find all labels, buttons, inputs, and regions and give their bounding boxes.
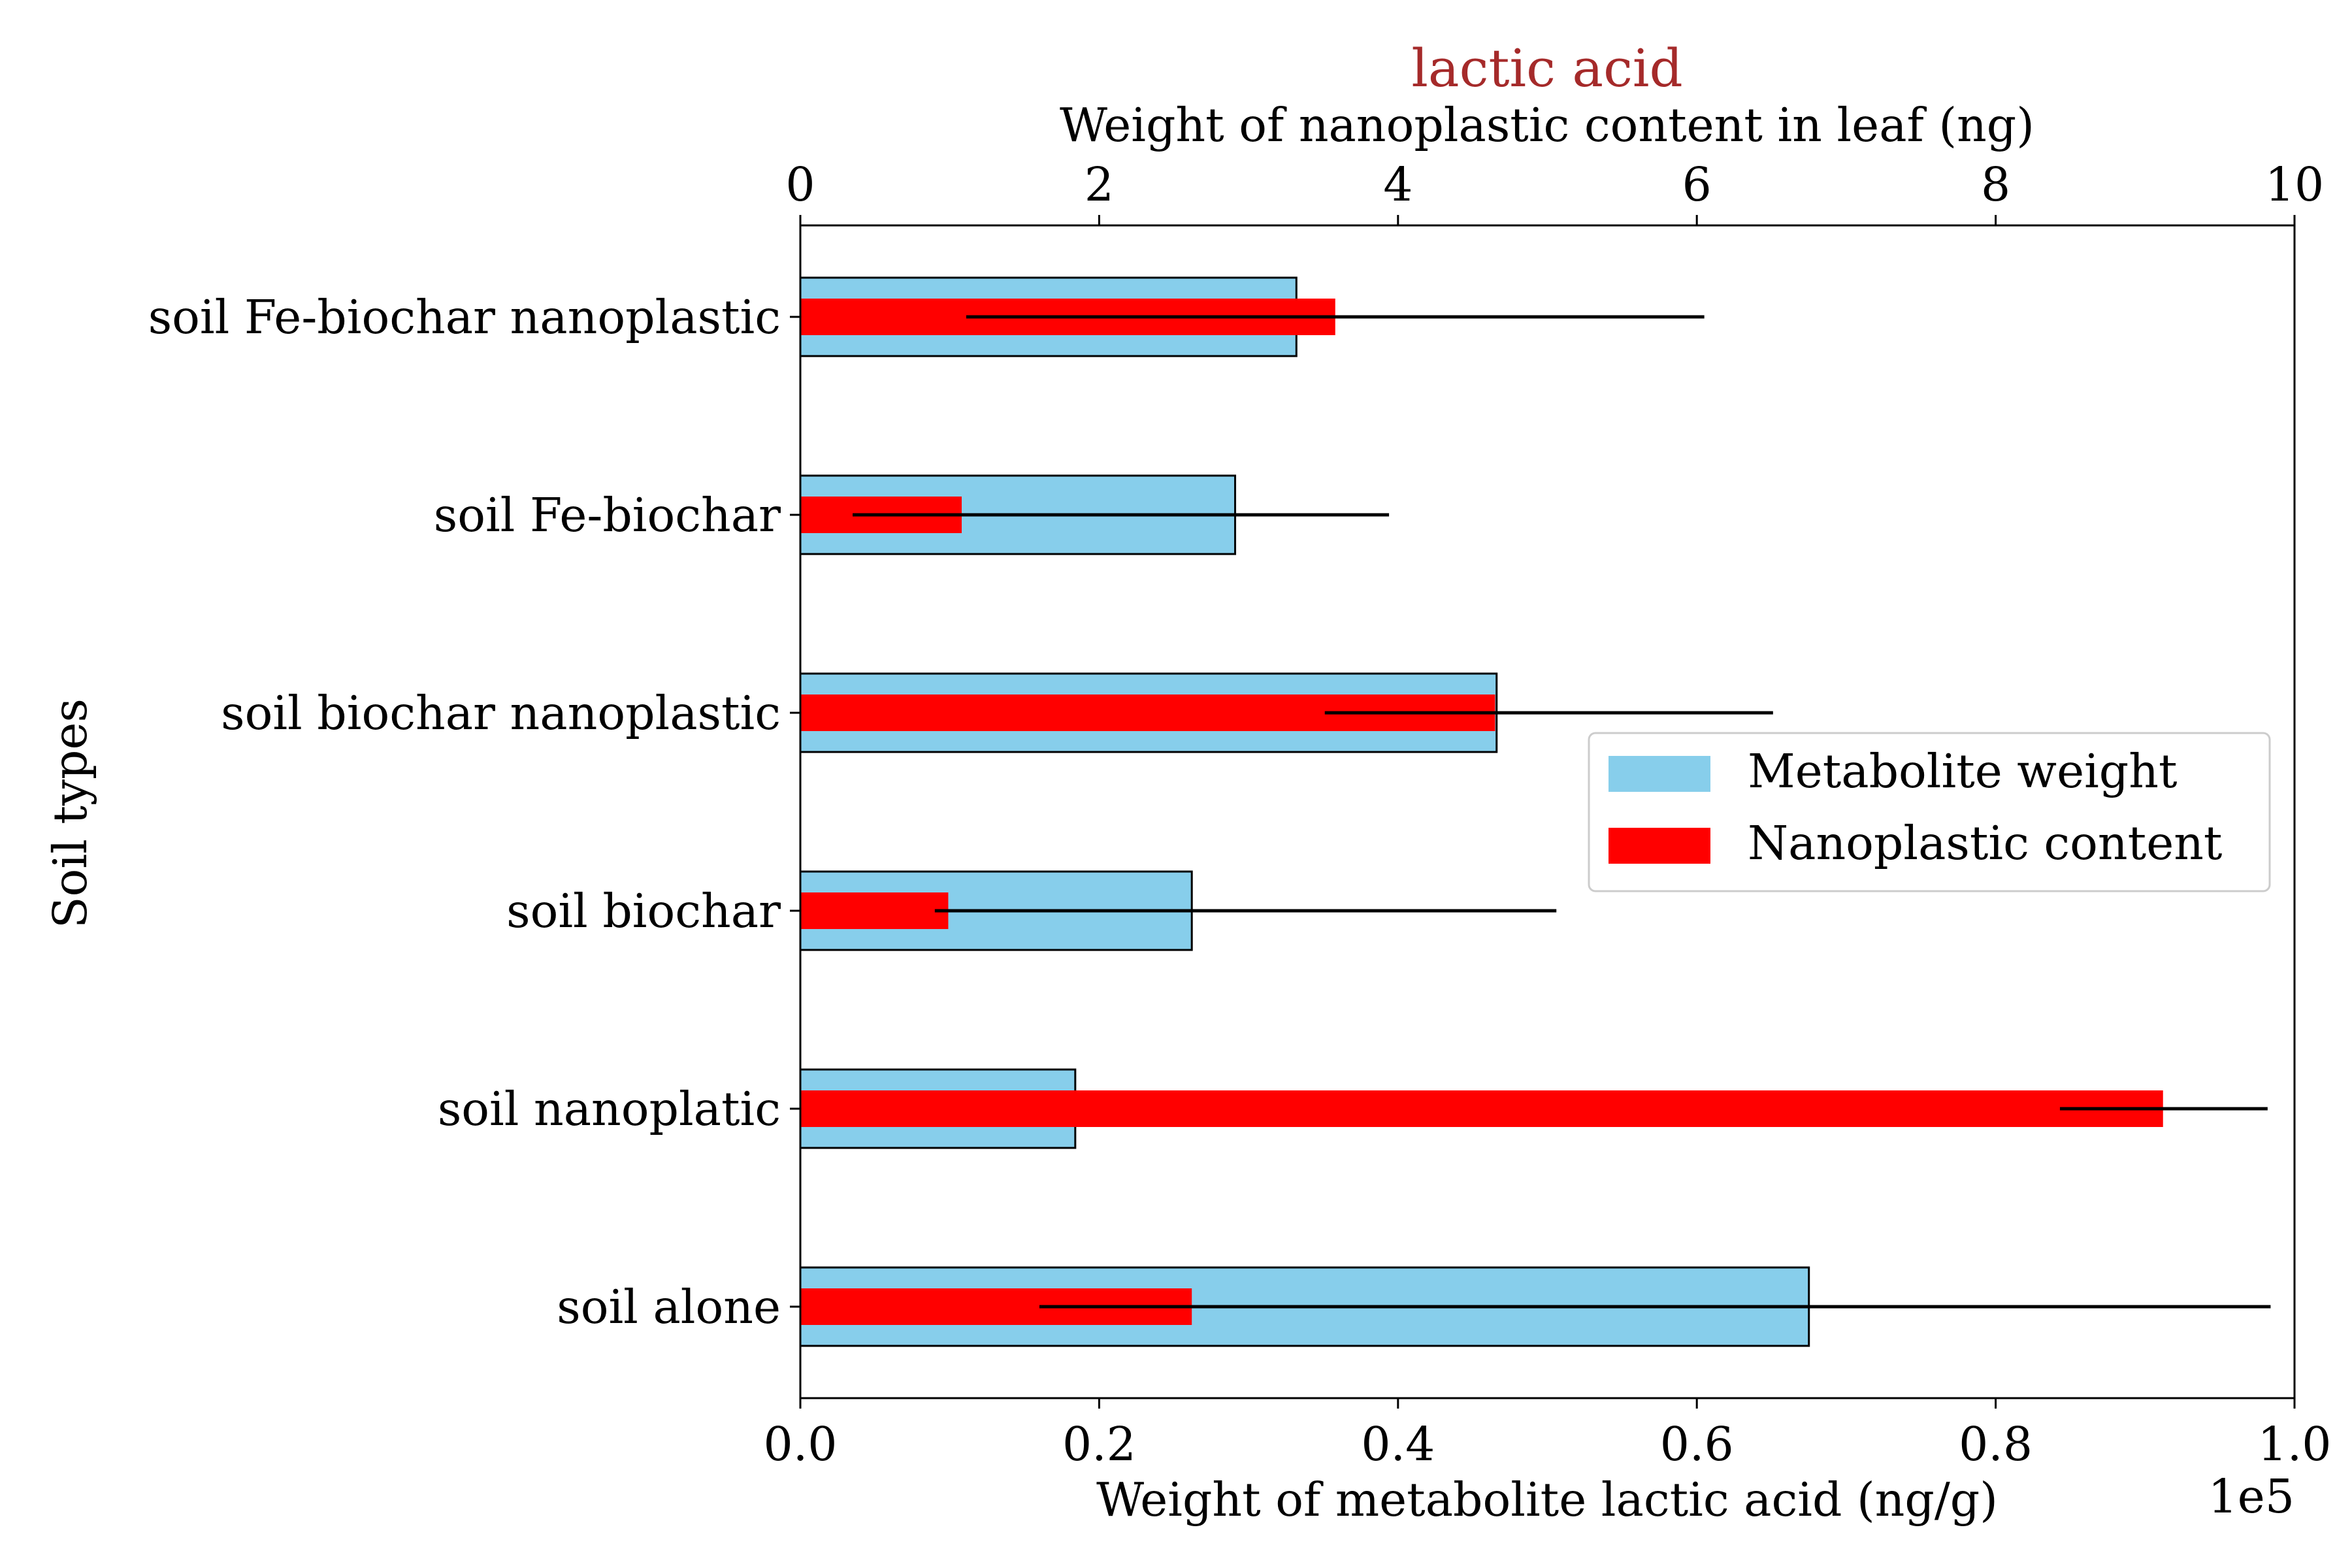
y-tick-label: soil alone (557, 1280, 781, 1334)
x-tick-label-bottom: 0.2 (1062, 1417, 1136, 1471)
x-tick-label-top: 8 (1981, 157, 2010, 212)
ticks-layer: soil Fe-biochar nanoplastic soil Fe-bioch… (148, 157, 2332, 1471)
legend-box (1588, 732, 2271, 892)
y-tick-label: soil biochar nanoplastic (221, 686, 781, 740)
chart-title: lactic acid (1411, 38, 1682, 99)
x-offset-label: 1e5 (2208, 1469, 2295, 1524)
x-tick-label-bottom: 0.8 (1959, 1417, 2033, 1471)
x-tick-label-bottom: 0.6 (1660, 1417, 1734, 1471)
legend-label-nanoplastic: Nanoplastic content (1748, 816, 2222, 870)
x-tick-label-top: 0 (785, 157, 815, 212)
top-axis-label: Weight of nanoplastic content in leaf (n… (1060, 98, 2034, 152)
x-tick-label-top: 10 (2265, 157, 2324, 212)
y-tick-label: soil Fe-biochar (434, 488, 781, 542)
y-axis-label: Soil types (43, 698, 97, 928)
x-tick-label-top: 4 (1383, 157, 1413, 212)
legend: Metabolite weight Nanoplastic content (1588, 732, 2271, 892)
errorbars-layer (853, 315, 2271, 1309)
legend-swatch-nanoplastic (1609, 828, 1710, 864)
nanoplastic-bar (800, 1090, 2163, 1127)
x-tick-label-bottom: 0.4 (1361, 1417, 1435, 1471)
x-tick-label-top: 2 (1085, 157, 1114, 212)
nanoplastic-bar (800, 892, 949, 929)
legend-label-metabolite: Metabolite weight (1748, 744, 2178, 798)
x-tick-label-bottom: 0.0 (764, 1417, 838, 1471)
bottom-axis-label: Weight of metabolite lactic acid (ng/g) (1096, 1473, 1998, 1527)
y-tick-label: soil Fe-biochar nanoplastic (148, 290, 781, 344)
plot-frame (799, 224, 2296, 1399)
y-tick-label: soil nanoplatic (438, 1082, 781, 1136)
x-tick-label-bottom: 1.0 (2258, 1417, 2332, 1471)
y-tick-label: soil biochar (506, 884, 781, 938)
legend-swatch-metabolite (1609, 756, 1710, 792)
x-tick-label-top: 6 (1682, 157, 1712, 212)
